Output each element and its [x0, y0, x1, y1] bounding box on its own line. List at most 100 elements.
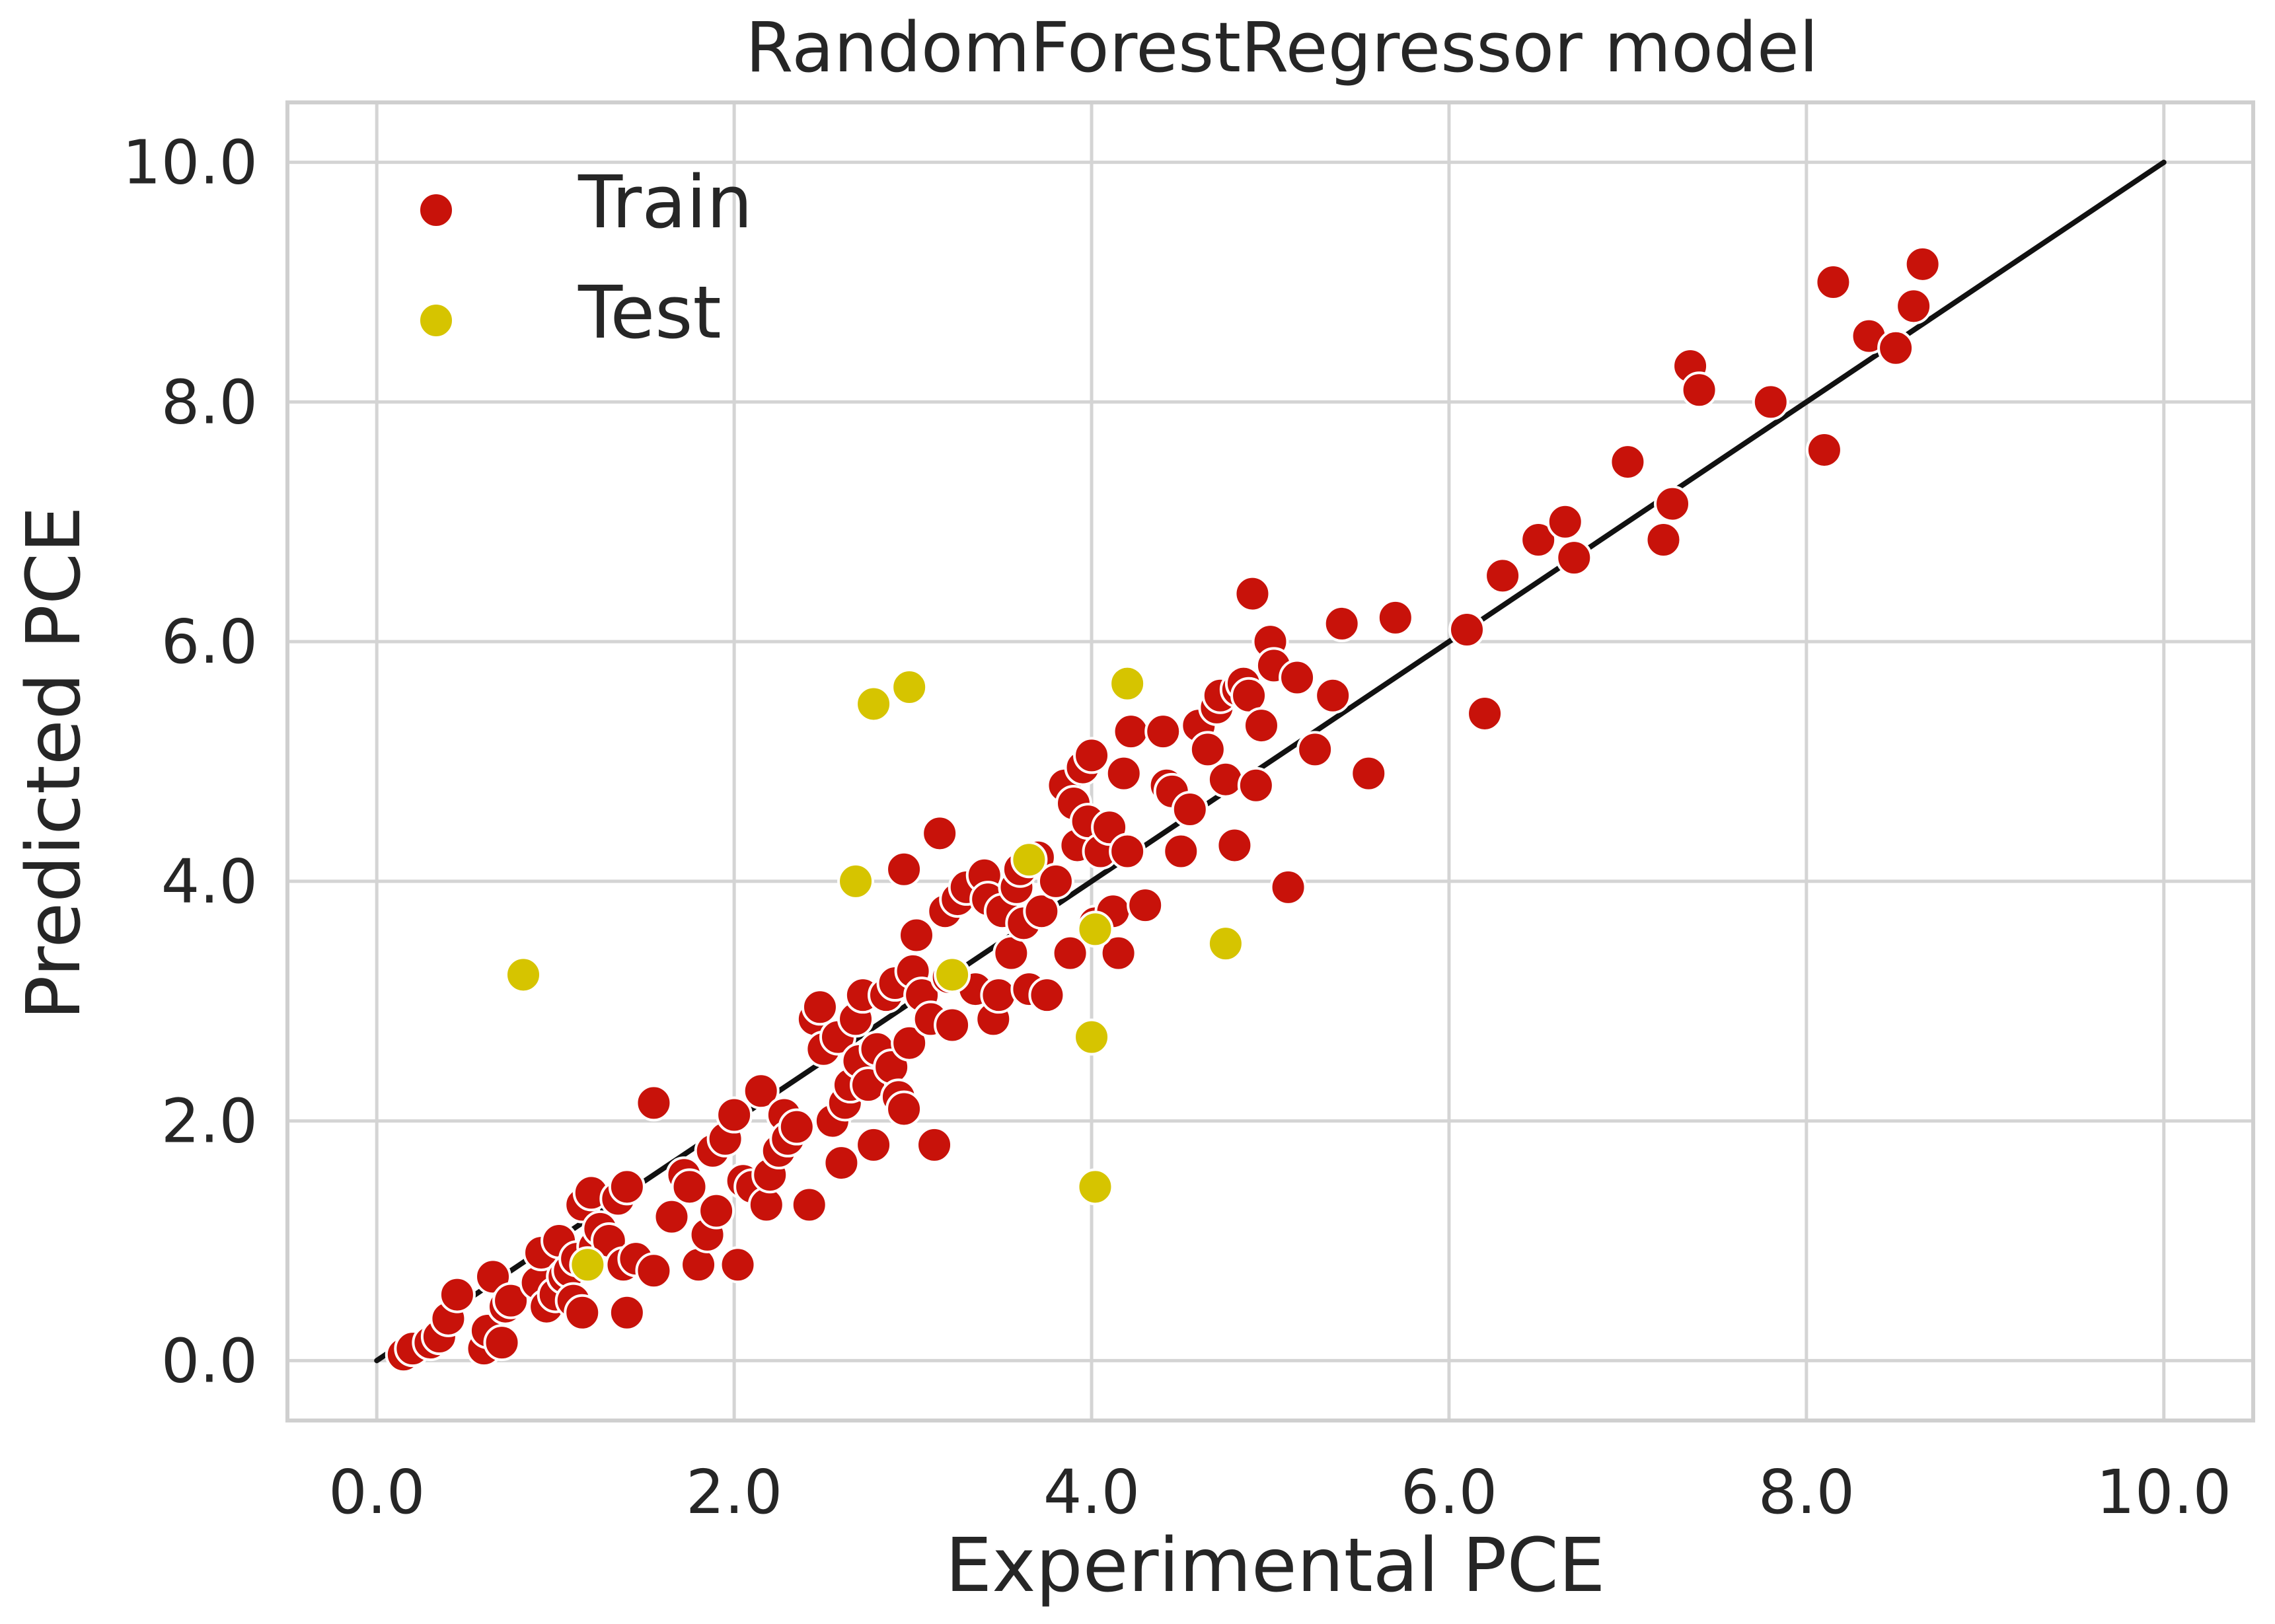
- legend-train-label: Train: [578, 160, 753, 244]
- train-point: [1323, 605, 1361, 642]
- train-point: [1314, 677, 1352, 714]
- train-point: [1216, 827, 1253, 864]
- train-point: [671, 1168, 708, 1206]
- train-point: [1680, 371, 1718, 409]
- test-point: [1076, 1168, 1114, 1206]
- train-point: [1296, 731, 1334, 768]
- train-point: [492, 1282, 530, 1319]
- train-point: [1028, 977, 1066, 1014]
- train-point: [1609, 443, 1647, 481]
- train-point: [698, 1192, 735, 1230]
- train-point: [1645, 521, 1682, 558]
- train-point: [891, 1024, 928, 1062]
- y-tick-label: 4.0: [161, 846, 258, 917]
- test-point: [1073, 1018, 1111, 1056]
- train-point: [1904, 245, 1941, 283]
- train-point: [885, 850, 923, 888]
- train-point: [885, 1090, 923, 1128]
- x-axis-label: Experimental PCE: [946, 1523, 1606, 1609]
- train-point: [1376, 599, 1414, 636]
- train-point: [1654, 485, 1692, 523]
- train-point: [1207, 760, 1244, 798]
- test-point: [891, 669, 928, 706]
- train-point: [1484, 557, 1522, 595]
- y-tick-label: 6.0: [161, 607, 258, 677]
- test-point: [934, 956, 971, 994]
- train-point: [1895, 287, 1933, 325]
- train-point: [855, 1126, 893, 1163]
- y-tick-label: 8.0: [161, 367, 258, 437]
- train-point: [635, 1084, 673, 1122]
- series-train: [385, 245, 1941, 1374]
- train-point: [790, 1186, 828, 1224]
- y-axis-label: Predicted PCE: [11, 506, 97, 1020]
- train-point: [1805, 431, 1843, 468]
- y-tick-label: 10.0: [122, 128, 258, 198]
- y-tick-label: 2.0: [161, 1086, 258, 1157]
- train-point: [1269, 868, 1307, 906]
- x-tick-label: 2.0: [686, 1457, 782, 1528]
- train-point: [1279, 659, 1316, 696]
- test-point: [1010, 841, 1048, 879]
- chart-title: RandomForestRegressor model: [745, 7, 1818, 88]
- train-point: [934, 1006, 971, 1044]
- grid-layer: [287, 102, 2253, 1421]
- plot-frame: [285, 100, 2255, 1422]
- train-point: [1877, 329, 1915, 367]
- train-point: [1242, 707, 1280, 745]
- train-point: [916, 1126, 953, 1163]
- train-point: [1546, 503, 1584, 540]
- train-point: [1448, 611, 1485, 648]
- points-layer: [385, 245, 1941, 1374]
- test-point: [569, 1246, 607, 1284]
- train-point: [742, 1072, 780, 1110]
- train-point: [1520, 521, 1557, 558]
- x-tick-label: 10.0: [2096, 1457, 2231, 1528]
- x-tick-label: 4.0: [1043, 1457, 1140, 1528]
- train-point: [921, 815, 959, 852]
- test-point: [1109, 665, 1146, 702]
- test-point: [505, 956, 542, 994]
- train-point: [1127, 887, 1164, 924]
- train-point: [1144, 713, 1182, 751]
- train-point: [1189, 731, 1226, 768]
- train-point: [716, 1096, 753, 1134]
- train-point: [1051, 934, 1089, 972]
- train-point: [608, 1294, 646, 1331]
- train-point: [564, 1294, 601, 1331]
- train-point: [1234, 575, 1271, 612]
- train-point: [1109, 832, 1146, 870]
- x-tick-label: 0.0: [328, 1457, 425, 1528]
- legend-train-marker: [418, 192, 455, 229]
- train-point: [635, 1252, 673, 1290]
- legend: Train Test: [418, 160, 753, 355]
- train-point: [1814, 264, 1852, 301]
- train-point: [778, 1108, 815, 1146]
- series-test: [505, 665, 1244, 1284]
- train-point: [1023, 893, 1061, 930]
- train-point: [438, 1276, 476, 1313]
- train-point: [483, 1324, 521, 1362]
- train-point: [1162, 832, 1200, 870]
- train-point: [719, 1246, 757, 1284]
- ticks-layer: 0.0 2.0 4.0 6.0 8.0 10.0 0.0 2.0 4.0 6.0 8.0 10.0: [122, 128, 2231, 1528]
- train-point: [1073, 737, 1111, 774]
- test-point: [1207, 925, 1244, 963]
- train-point: [1237, 766, 1275, 804]
- test-point: [837, 862, 875, 900]
- train-point: [823, 1144, 860, 1182]
- legend-test-marker: [418, 302, 455, 339]
- train-point: [653, 1198, 690, 1236]
- train-point: [1037, 862, 1074, 900]
- train-point: [1752, 383, 1789, 421]
- train-point: [980, 977, 1018, 1014]
- train-point: [1100, 934, 1137, 972]
- train-point: [608, 1168, 646, 1206]
- legend-test-label: Test: [578, 270, 722, 355]
- train-point: [1466, 694, 1504, 732]
- y-tick-label: 0.0: [161, 1325, 258, 1396]
- train-point: [1350, 755, 1388, 792]
- test-point: [855, 685, 893, 723]
